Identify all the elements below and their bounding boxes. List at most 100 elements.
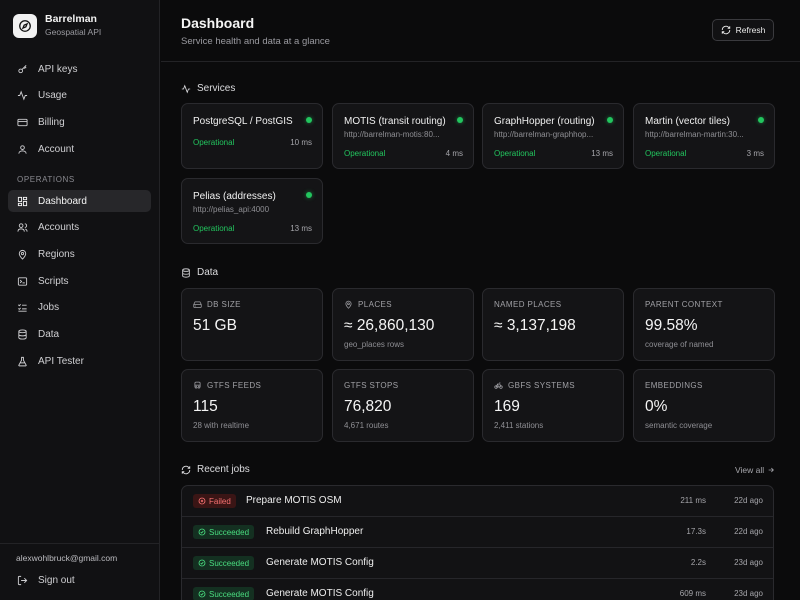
stat-label: GTFS FEEDS [193, 381, 261, 390]
check-circle-icon [198, 528, 206, 536]
service-url: http://barrelman-motis:80... [344, 130, 440, 139]
recent-jobs-title: Recent jobs [197, 464, 250, 475]
stat-sub: geo_places rows [344, 340, 405, 349]
service-latency: 13 ms [591, 149, 613, 158]
service-card-postgres[interactable]: PostgreSQL / PostGIS Operational 10 ms [181, 103, 323, 169]
stat-sub: 28 with realtime [193, 421, 250, 430]
sidebar-item-label: API keys [38, 63, 78, 75]
activity-icon [181, 83, 191, 94]
sidebar: Barrelman Geospatial API API keys Usage … [0, 0, 160, 600]
sidebar-item-usage[interactable]: Usage [8, 85, 151, 107]
services-heading: Services [181, 83, 235, 94]
stat-label: DB SIZE [193, 300, 241, 309]
map-pin-icon [18, 249, 27, 260]
service-name: PostgreSQL / PostGIS [193, 116, 293, 127]
sidebar-item-jobs[interactable]: Jobs [8, 297, 151, 319]
sidebar-item-dashboard[interactable]: Dashboard [8, 190, 151, 212]
service-url: http://pelias_api:4000 [193, 205, 270, 214]
stat-sub: 4,671 routes [344, 421, 389, 430]
stat-value: 115 [193, 398, 218, 415]
refresh-icon [181, 465, 191, 474]
stat-label-text: GTFS FEEDS [207, 381, 262, 390]
status-text: Succeeded [209, 558, 250, 568]
service-name: MOTIS (transit routing) [344, 116, 446, 127]
map-pin-icon [345, 300, 352, 309]
sidebar-item-account[interactable]: Account [8, 138, 151, 160]
job-time-ago: 23d ago [734, 589, 763, 598]
hard-drive-icon [193, 301, 202, 308]
sidebar-item-data[interactable]: Data [8, 323, 151, 345]
job-name: Rebuild GraphHopper [266, 526, 364, 537]
job-name: Generate MOTIS Config [266, 588, 374, 599]
main-content: Dashboard Service health and data at a g… [161, 0, 800, 600]
stat-label-text: DB SIZE [207, 300, 241, 309]
service-latency: 10 ms [290, 138, 312, 147]
job-duration: 211 ms [680, 496, 706, 505]
service-url: http://barrelman-graphhop... [494, 130, 594, 139]
sidebar-item-label: Scripts [38, 275, 69, 287]
sidebar-item-label: Accounts [38, 222, 80, 234]
list-check-icon [18, 304, 27, 312]
job-row[interactable]: Succeeded Rebuild GraphHopper 17.3s 22d … [182, 517, 773, 548]
sidebar-item-api-tester[interactable]: API Tester [8, 350, 151, 372]
service-card-martin[interactable]: Martin (vector tiles) http://barrelman-m… [633, 103, 775, 169]
sidebar-item-accounts[interactable]: Accounts [8, 217, 151, 239]
operations-nav: Dashboard Accounts Regions Scripts Jobs … [8, 190, 151, 377]
activity-icon [17, 90, 28, 101]
sidebar-item-label: Jobs [38, 302, 60, 314]
stat-card-embeddings: EMBEDDINGS 0% semantic coverage [633, 369, 775, 442]
job-name: Prepare MOTIS OSM [246, 495, 342, 506]
sidebar-item-billing[interactable]: Billing [8, 111, 151, 133]
job-row[interactable]: Failed Prepare MOTIS OSM 211 ms 22d ago [182, 486, 773, 517]
sidebar-item-regions[interactable]: Regions [8, 243, 151, 265]
job-time-ago: 23d ago [734, 558, 763, 567]
page-title: Dashboard [181, 15, 255, 31]
users-icon [17, 223, 28, 232]
view-all-link[interactable]: View all [735, 465, 775, 475]
stat-label-text: NAMED PLACES [494, 300, 562, 309]
service-card-motis[interactable]: MOTIS (transit routing) http://barrelman… [332, 103, 474, 169]
job-row[interactable]: Succeeded Generate MOTIS Config 609 ms 2… [182, 579, 773, 600]
stat-value: ≈ 26,860,130 [344, 317, 435, 334]
service-card-graphhopper[interactable]: GraphHopper (routing) http://barrelman-g… [482, 103, 624, 169]
stat-label-text: GBFS SYSTEMS [508, 381, 576, 390]
sidebar-item-label: Regions [38, 248, 75, 260]
user-icon [18, 144, 27, 154]
stat-label-text: EMBEDDINGS [645, 381, 703, 390]
bus-icon [194, 381, 201, 389]
user-email: alexwohlbruck@gmail.com [16, 553, 118, 563]
job-row[interactable]: Succeeded Generate MOTIS Config 2.2s 23d… [182, 548, 773, 579]
service-status: Operational [193, 224, 235, 233]
service-status: Operational [494, 149, 536, 158]
status-dot [306, 117, 312, 123]
service-status: Operational [344, 149, 386, 158]
stat-value: 51 GB [193, 317, 237, 334]
stat-label: PLACES [344, 300, 392, 309]
service-card-pelias[interactable]: Pelias (addresses) http://pelias_api:400… [181, 178, 323, 244]
brand[interactable]: Barrelman Geospatial API [13, 13, 101, 38]
sidebar-item-label: API Tester [38, 355, 84, 367]
service-status: Operational [645, 149, 687, 158]
refresh-button[interactable]: Refresh [712, 19, 774, 41]
check-circle-icon [198, 559, 206, 567]
job-duration: 2.2s [690, 558, 706, 567]
bike-icon [494, 382, 503, 389]
sign-out-label: Sign out [38, 574, 75, 586]
sidebar-item-label: Data [38, 328, 60, 340]
stat-card-gbfs-systems: GBFS SYSTEMS 169 2,411 stations [482, 369, 624, 442]
sidebar-item-api-keys[interactable]: API keys [8, 58, 151, 80]
status-badge: Succeeded [193, 556, 255, 570]
status-dot [758, 117, 764, 123]
status-text: Failed [209, 496, 231, 506]
sign-out-button[interactable]: Sign out [8, 569, 151, 591]
stat-value: 99.58% [645, 317, 698, 334]
arrow-right-icon [768, 467, 775, 473]
key-icon [18, 64, 27, 73]
check-circle-icon [198, 590, 206, 598]
service-latency: 3 ms [746, 149, 764, 158]
service-status: Operational [193, 138, 235, 147]
stat-label-text: PLACES [358, 300, 392, 309]
service-url: http://barrelman-martin:30... [645, 130, 744, 139]
sidebar-item-scripts[interactable]: Scripts [8, 270, 151, 292]
flask-icon [18, 356, 27, 366]
